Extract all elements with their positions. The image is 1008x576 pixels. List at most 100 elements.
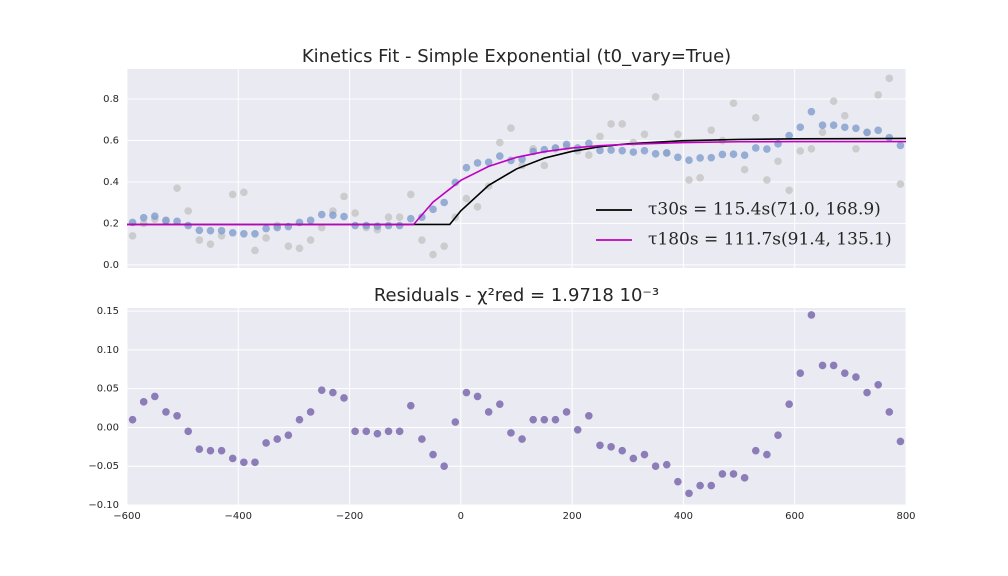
data-point — [685, 489, 693, 498]
data-point — [395, 221, 404, 230]
data-point — [707, 481, 716, 490]
data-point — [651, 462, 660, 471]
data-point — [874, 380, 882, 389]
data-point — [462, 194, 471, 203]
data-point — [173, 184, 181, 192]
data-point — [585, 412, 593, 420]
data-point — [596, 441, 604, 450]
data-point — [451, 178, 460, 187]
data-point — [240, 188, 248, 197]
data-point — [262, 234, 270, 242]
data-point — [484, 408, 493, 416]
data-point — [874, 91, 882, 99]
data-point — [807, 311, 816, 319]
data-point — [496, 400, 504, 408]
data-point — [629, 454, 638, 463]
data-point — [607, 120, 615, 128]
data-point — [618, 446, 627, 455]
data-point — [718, 470, 727, 478]
data-point — [852, 124, 860, 133]
data-point — [807, 107, 816, 116]
data-point — [852, 373, 860, 381]
data-point — [139, 398, 148, 406]
data-point — [740, 151, 749, 160]
data-point — [273, 223, 282, 232]
data-point — [284, 431, 293, 439]
data-point — [473, 203, 482, 211]
data-point — [440, 242, 448, 251]
data-point — [785, 400, 793, 408]
data-point — [518, 435, 526, 443]
x-tick-label: 0 — [458, 511, 464, 522]
data-point — [562, 140, 571, 149]
data-point — [184, 207, 193, 215]
data-point — [384, 221, 393, 230]
data-point — [395, 427, 404, 436]
data-point — [251, 246, 259, 255]
data-point — [796, 147, 805, 155]
data-point — [351, 209, 359, 217]
data-point — [540, 415, 549, 424]
data-point — [607, 443, 615, 451]
data-point — [874, 126, 882, 135]
data-point — [729, 150, 738, 158]
data-point — [685, 156, 693, 165]
data-point — [651, 93, 660, 101]
data-point — [429, 205, 437, 214]
data-point — [184, 427, 193, 436]
data-point — [718, 150, 727, 159]
data-point — [629, 148, 638, 156]
data-point — [340, 394, 348, 402]
data-point — [896, 180, 905, 188]
y-tick-label: −0.10 — [88, 500, 119, 511]
data-point — [818, 128, 827, 137]
data-point — [429, 450, 437, 459]
data-point — [640, 130, 649, 139]
data-point — [251, 458, 259, 467]
data-point — [228, 190, 237, 199]
data-point — [729, 99, 738, 108]
data-point — [863, 128, 871, 137]
fit-line — [127, 137, 907, 226]
data-point — [473, 159, 482, 167]
data-point — [818, 121, 827, 129]
data-point — [284, 242, 293, 251]
data-point — [162, 216, 170, 225]
data-point — [751, 113, 760, 122]
chart-title: Kinetics Fit - Simple Exponential (t0_va… — [302, 46, 731, 67]
data-point — [195, 445, 204, 453]
data-point — [317, 210, 326, 219]
data-point — [863, 388, 871, 397]
data-point — [852, 145, 860, 153]
x-tick-label: −400 — [225, 511, 252, 522]
data-point — [740, 474, 749, 482]
data-point — [440, 198, 448, 207]
data-point — [406, 214, 415, 223]
data-point — [674, 153, 682, 162]
data-point — [829, 121, 838, 129]
data-point — [585, 151, 593, 159]
data-point — [295, 415, 304, 424]
data-point — [139, 219, 148, 228]
data-point — [306, 236, 315, 244]
y-tick-label: 0.6 — [103, 136, 119, 147]
data-point — [373, 222, 382, 230]
data-point — [406, 190, 415, 199]
data-point — [340, 192, 348, 201]
data-point — [796, 369, 805, 377]
data-point — [751, 144, 760, 152]
data-point — [273, 435, 282, 443]
data-point — [206, 446, 215, 455]
data-point — [228, 228, 237, 237]
data-point — [818, 361, 827, 370]
data-point — [139, 213, 148, 222]
data-point — [596, 146, 604, 155]
data-point — [173, 217, 181, 226]
data-point — [418, 236, 426, 244]
data-point — [351, 427, 359, 436]
data-point — [774, 157, 782, 166]
y-tick-label: 0.05 — [97, 384, 119, 395]
data-point — [651, 149, 660, 158]
